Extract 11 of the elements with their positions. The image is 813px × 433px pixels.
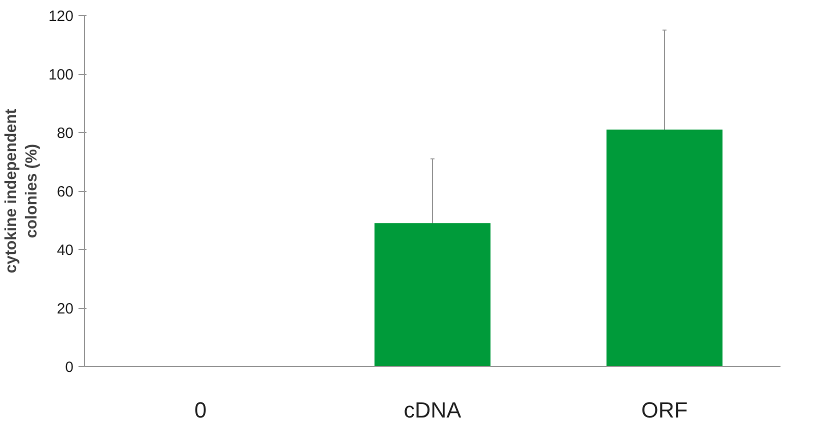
y-tick-label: 80 (56, 125, 74, 142)
y-tick-label: 100 (48, 66, 74, 84)
y-tick-label: 0 (65, 359, 74, 376)
y-axis-title: cytokine independent colonies (%) (3, 108, 40, 274)
y-tick-label: 120 (48, 8, 74, 25)
x-tick-label: 0 (194, 398, 207, 422)
x-tick-label: cDNA (404, 398, 462, 422)
y-tick-label: 20 (56, 300, 74, 318)
y-tick-label: 60 (56, 184, 74, 200)
x-tick-label: ORF (641, 398, 688, 422)
y-tick-label: 40 (56, 242, 74, 259)
